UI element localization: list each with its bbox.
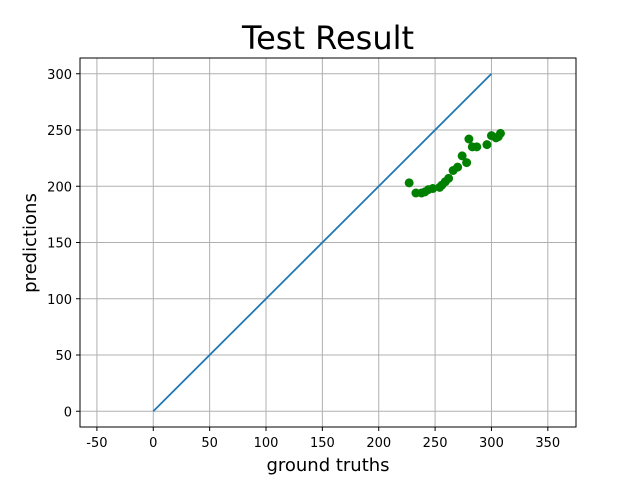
x-tick-label: -50	[86, 436, 107, 451]
scatter-point	[453, 162, 463, 172]
x-tick-label: 350	[535, 436, 560, 451]
x-tick-label: 150	[310, 436, 335, 451]
y-tick-label: 250	[47, 124, 72, 139]
x-tick-label: 300	[479, 436, 504, 451]
y-tick-label: 200	[47, 180, 72, 195]
plot-frame	[79, 57, 577, 428]
scatter-point	[457, 151, 467, 161]
grid	[80, 58, 576, 427]
scatter-point	[428, 184, 438, 193]
scatter-point	[495, 128, 505, 138]
reference-line	[152, 73, 493, 412]
scatter-point	[464, 134, 474, 144]
x-axis-label: ground truths	[266, 455, 389, 476]
scatter-point	[404, 178, 414, 188]
series	[152, 73, 505, 412]
x-tick-label: 100	[254, 436, 279, 451]
scatter-point	[482, 140, 492, 150]
scatter-point	[472, 142, 482, 152]
scatter-point	[444, 173, 454, 183]
y-tick-label: 50	[55, 349, 72, 364]
y-tick-label: 0	[64, 405, 72, 420]
y-tick-label: 150	[47, 237, 72, 252]
x-tick-label: 250	[423, 436, 448, 451]
scatter-point	[462, 158, 472, 168]
x-tick-label: 0	[149, 436, 157, 451]
x-tick-label: 200	[366, 436, 391, 451]
y-tick-label: 300	[47, 68, 72, 83]
y-axis-label: predictions	[20, 193, 41, 293]
y-tick-label: 100	[47, 293, 72, 308]
chart-title: Test Result	[241, 19, 414, 57]
x-tick-label: 50	[201, 436, 218, 451]
ticks: -50 0 50 100 150 200 250 300 350 0 50 100 150 200 250 3…	[47, 68, 560, 451]
